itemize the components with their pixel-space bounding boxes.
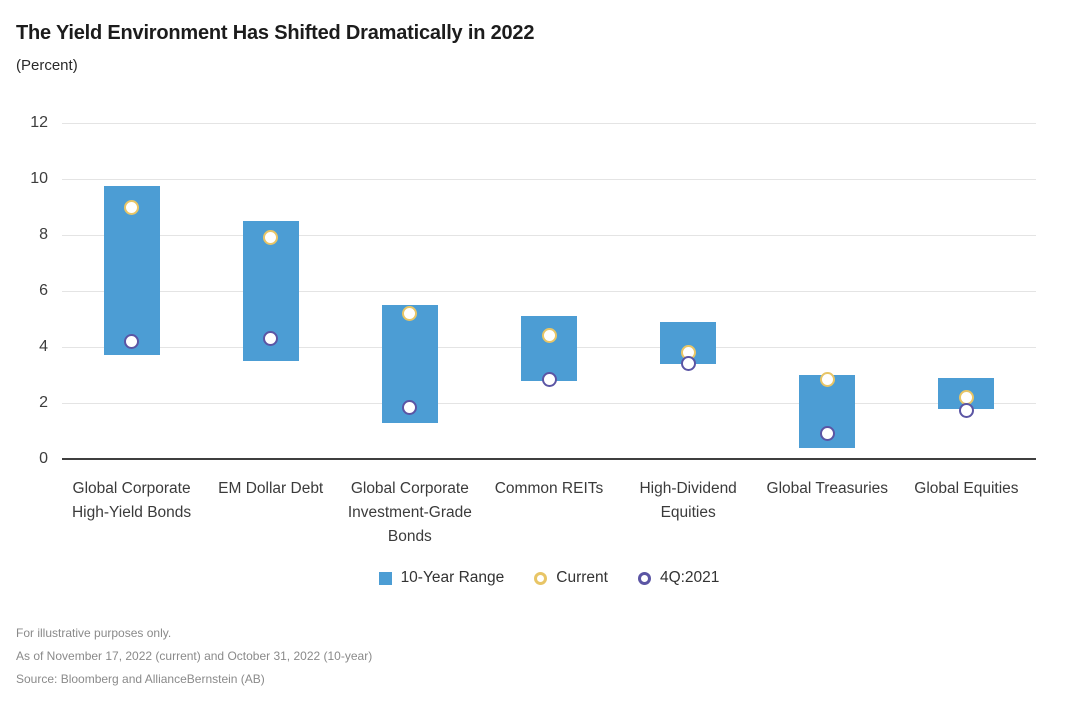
current-yield-marker (402, 305, 418, 321)
prior-4q2021-marker (958, 402, 974, 418)
current-yield-marker (263, 230, 279, 246)
gridline-y10 (62, 179, 1036, 180)
legend-item: Current (534, 569, 608, 587)
y-tick-label-8: 8 (39, 226, 48, 243)
prior-4q2021-marker (402, 399, 418, 415)
current-yield-marker (124, 199, 140, 215)
legend-square-swatch-icon (378, 571, 392, 585)
category-label: High-Dividend Equities (639, 480, 737, 521)
category-label: Global Treasuries (766, 480, 889, 497)
legend-label: 4Q:2021 (659, 569, 720, 586)
y-tick-label-4: 4 (39, 338, 48, 355)
prior-4q2021-marker (819, 426, 835, 442)
footnote-illustrative: For illustrative purposes only. (16, 626, 172, 640)
category-label: Common REITs (494, 480, 604, 497)
category-label: EM Dollar Debt (218, 480, 324, 497)
chart-title: The Yield Environment Has Shifted Dramat… (16, 22, 535, 44)
prior-4q2021-marker (263, 331, 279, 347)
y-tick-label-10: 10 (30, 170, 48, 187)
gridline-y12 (62, 123, 1036, 124)
current-yield-marker (541, 328, 557, 344)
legend-ring-swatch-icon (534, 571, 548, 585)
range-bar (521, 316, 577, 381)
gridline-y6 (62, 291, 1036, 292)
current-yield-marker (819, 371, 835, 387)
y-tick-label-6: 6 (39, 282, 48, 299)
prior-4q2021-marker (541, 371, 557, 387)
legend-item: 10-Year Range (378, 569, 505, 587)
footnotes: For illustrative purposes only. As of No… (16, 622, 372, 691)
legend-item: 4Q:2021 (637, 569, 720, 587)
y-tick-label-0: 0 (39, 450, 48, 467)
chart-legend: 10-Year Range Current 4Q:2021 (62, 569, 1036, 587)
y-tick-label-2: 2 (39, 394, 48, 411)
category-label: Global Corporate Investment-Grade Bonds (347, 480, 472, 545)
prior-4q2021-marker (124, 333, 140, 349)
prior-4q2021-marker (680, 356, 696, 372)
legend-ring-swatch-icon (637, 571, 651, 585)
gridline-y2 (62, 403, 1036, 404)
legend-label: 10-Year Range (400, 569, 505, 586)
x-axis-baseline (62, 458, 1036, 460)
category-label: Global Corporate High-Yield Bonds (71, 480, 192, 521)
footnote-asof: As of November 17, 2022 (current) and Oc… (16, 649, 373, 663)
legend-label: Current (556, 569, 608, 586)
footnote-source: Source: Bloomberg and AllianceBernstein … (16, 672, 265, 686)
chart-subtitle: (Percent) (16, 57, 78, 74)
category-label: Global Equities (914, 480, 1019, 497)
y-tick-label-12: 12 (30, 114, 48, 131)
gridline-y8 (62, 235, 1036, 236)
